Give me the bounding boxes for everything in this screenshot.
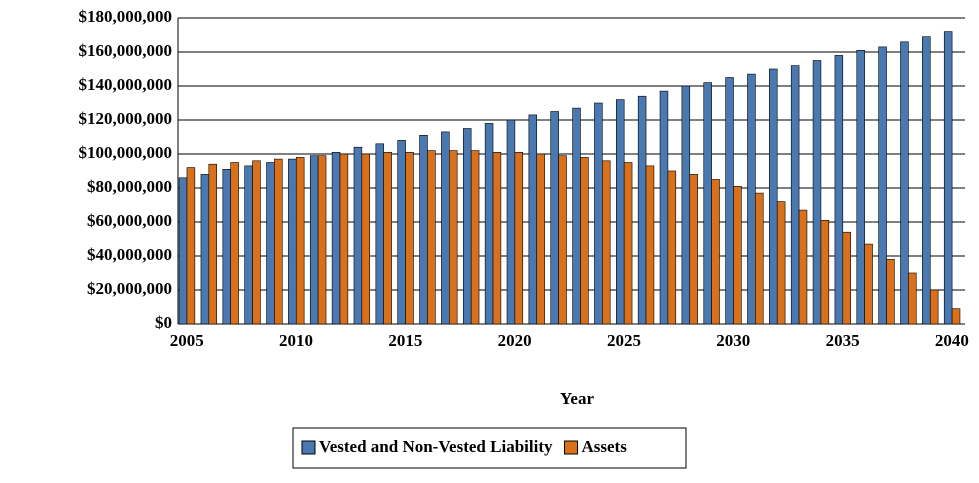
bar: [222, 169, 231, 325]
legend-label: Vested and Non-Vested Liability: [319, 437, 553, 456]
x-tick-label: 2025: [607, 331, 641, 350]
x-tick-label: 2030: [716, 331, 750, 350]
legend-swatch: [301, 440, 316, 455]
bar: [295, 157, 305, 325]
bar: [274, 158, 283, 325]
bar: [506, 119, 516, 325]
bar: [317, 155, 327, 325]
bar: [244, 165, 253, 325]
bar: [580, 157, 589, 325]
bar: [572, 107, 581, 325]
y-tick-label: $80,000,000: [87, 177, 172, 196]
bar: [288, 158, 297, 325]
bar: [331, 152, 341, 325]
bar: [383, 152, 392, 325]
bar: [602, 160, 611, 325]
x-tick-label: 2015: [388, 331, 422, 350]
bar: [834, 55, 844, 325]
bar: [448, 150, 458, 325]
bar: [908, 272, 917, 325]
bar: [361, 153, 371, 325]
bar: [536, 153, 545, 325]
bar: [842, 231, 851, 325]
bar: [528, 114, 538, 325]
x-tick-label: 2020: [498, 331, 532, 350]
bar: [886, 259, 895, 325]
bar: [405, 152, 414, 325]
bar: [769, 68, 778, 325]
bar: [681, 85, 691, 325]
legend-label: Assets: [581, 437, 627, 456]
bar: [397, 140, 406, 325]
bar: [339, 153, 349, 325]
bar: [689, 174, 698, 325]
bar: [711, 179, 720, 325]
bar: [900, 41, 909, 325]
y-tick-label: $20,000,000: [87, 279, 172, 298]
bar: [951, 308, 961, 325]
bar: [550, 111, 559, 325]
legend: [292, 427, 687, 469]
bar: [820, 220, 830, 325]
y-tick-label: $120,000,000: [79, 109, 173, 128]
bar: [492, 152, 502, 325]
x-tick-label: 2035: [826, 331, 860, 350]
y-tick-label: $60,000,000: [87, 211, 172, 230]
bar: [667, 170, 677, 325]
bar: [922, 36, 931, 325]
bar: [943, 31, 953, 325]
bar: [929, 289, 939, 325]
bar: [375, 143, 385, 325]
y-tick-label: $140,000,000: [79, 75, 173, 94]
bar: [200, 174, 210, 325]
bar: [733, 186, 742, 325]
bar: [623, 162, 633, 325]
bar: [266, 162, 275, 325]
y-tick-label: $160,000,000: [79, 41, 173, 60]
x-axis-label: Year: [560, 389, 594, 408]
bar: [856, 49, 865, 325]
bar: [645, 165, 655, 325]
bar: [558, 155, 567, 325]
bar: [462, 128, 472, 325]
bar: [419, 135, 428, 325]
bar: [703, 82, 712, 325]
bar: [441, 131, 450, 325]
bar: [776, 201, 786, 325]
bar: [878, 46, 887, 325]
bar: [725, 77, 734, 325]
x-tick-label: 2010: [279, 331, 313, 350]
y-tick-label: $180,000,000: [79, 7, 173, 26]
bar: [427, 150, 436, 325]
bar: [616, 99, 625, 325]
bar: [186, 167, 196, 325]
legend-swatch: [563, 440, 578, 455]
bar: [594, 102, 603, 325]
bar: [798, 209, 808, 325]
bar: [514, 152, 524, 325]
bar: [178, 177, 188, 325]
bar: [755, 192, 764, 325]
bar: [637, 95, 647, 325]
x-tick-label: 2005: [170, 331, 204, 350]
y-tick-label: $100,000,000: [79, 143, 173, 162]
x-tick-label: 2040: [935, 331, 969, 350]
bar: [659, 90, 669, 325]
bar: [309, 155, 319, 325]
bar: [812, 60, 822, 325]
y-tick-label: $40,000,000: [87, 245, 172, 264]
bar: [790, 65, 800, 325]
bar: [208, 163, 217, 325]
bar: [353, 146, 363, 325]
bar: [864, 243, 873, 325]
bar: [747, 73, 756, 325]
y-tick-label: $0: [155, 313, 172, 332]
bar: [470, 150, 480, 325]
bar: [252, 160, 261, 325]
bar: [230, 162, 239, 325]
bar: [484, 123, 494, 325]
